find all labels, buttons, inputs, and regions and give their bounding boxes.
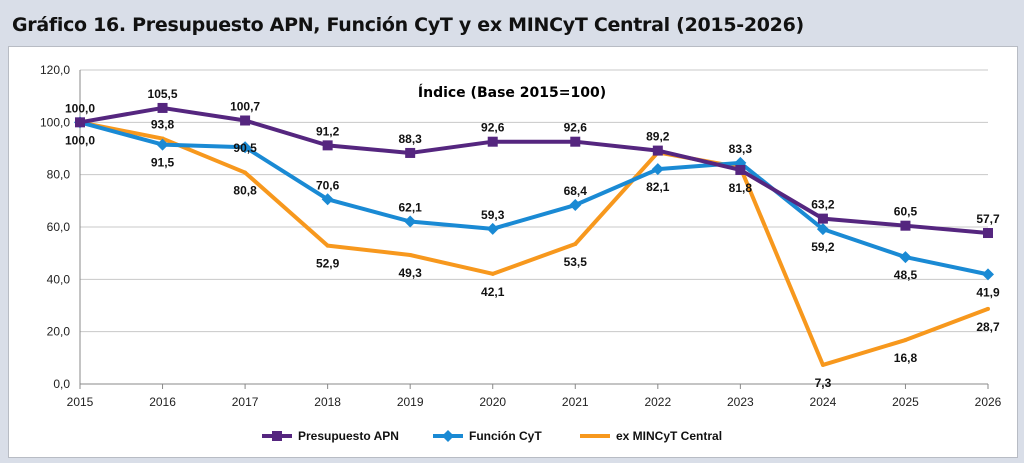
data-label: 59,2 [811,240,835,254]
data-point [490,271,495,276]
data-label: 93,8 [151,118,175,132]
chart-container [8,46,1018,458]
y-tick-label: 100,0 [40,115,70,129]
data-label: 80,8 [233,184,257,198]
data-point [900,220,911,231]
data-point [573,242,578,247]
data-point [983,228,993,239]
data-label: 60,5 [894,205,918,219]
x-tick-label: 2019 [397,395,424,409]
chart-subtitle: Índice (Base 2015=100) [418,84,606,101]
data-label: 100,7 [230,100,260,114]
data-point [986,306,990,311]
series-line-2 [79,120,989,367]
data-label: 88,3 [399,132,423,146]
x-tick-label: 2016 [149,395,176,409]
x-tick-label: 2017 [232,395,259,409]
data-label: 53,5 [564,255,588,269]
legend-marker [272,431,282,441]
data-point [157,102,168,113]
data-point [321,193,334,206]
data-point [486,222,499,235]
data-point [982,268,994,281]
data-point [817,213,828,224]
legend-label: ex MINCyT Central [616,429,722,443]
y-tick-label: 80,0 [47,168,71,182]
x-tick-label: 2023 [727,395,754,409]
data-point [903,338,908,343]
data-point [899,251,912,264]
data-point [404,215,417,228]
y-tick-label: 0,0 [53,377,70,391]
data-point [156,138,169,151]
data-label: 83,3 [729,142,753,156]
data-label: 52,9 [316,257,340,271]
data-point [816,223,829,236]
data-label: 68,4 [564,184,588,198]
data-point [735,164,746,175]
y-tick-label: 60,0 [47,220,71,234]
x-tick-label: 2025 [892,395,919,409]
x-tick-label: 2026 [975,395,1002,409]
x-tick-label: 2024 [810,395,837,409]
y-tick-label: 40,0 [47,272,71,286]
x-tick-label: 2015 [67,395,94,409]
data-label: 100,0 [65,101,95,115]
data-label: 49,3 [399,266,423,280]
data-point [570,136,581,147]
data-label: 90,5 [233,141,257,155]
data-label: 92,6 [564,121,588,135]
data-point [240,115,251,126]
data-point [243,170,248,175]
legend-marker [442,430,454,442]
data-label: 42,1 [481,285,505,299]
data-point [239,141,252,154]
y-tick-label: 20,0 [47,325,71,339]
data-point [651,163,664,176]
legend-label: Presupuesto APN [298,429,399,443]
legend-label: Función CyT [469,429,542,443]
data-label: 57,7 [976,212,1000,226]
data-label: 89,2 [646,130,670,144]
data-label: 62,1 [399,201,423,215]
data-label: 91,2 [316,124,340,138]
data-point [325,243,330,248]
data-label: 70,6 [316,178,340,192]
data-point [820,362,825,367]
x-tick-label: 2022 [644,395,671,409]
data-point [408,252,413,257]
series-line-1 [79,120,989,277]
data-label: 7,3 [815,376,832,390]
data-label: 59,3 [481,208,505,222]
data-point [75,117,85,128]
data-label: 16,8 [894,351,918,365]
data-label: 63,2 [811,198,835,212]
data-label: 105,5 [148,87,178,101]
data-point [405,147,416,158]
data-label: 82,1 [646,180,670,194]
series-line-0 [79,105,989,236]
data-label: 92,6 [481,121,505,135]
chart-title: Gráfico 16. Presupuesto APN, Función CyT… [12,14,804,36]
x-tick-label: 2020 [479,395,506,409]
data-point [160,136,165,141]
data-label: 100,0 [65,133,95,147]
y-tick-label: 120,0 [40,63,70,77]
x-tick-label: 2018 [314,395,341,409]
data-label: 41,9 [976,285,1000,299]
data-label: 81,8 [729,181,753,195]
data-label: 48,5 [894,268,918,282]
data-point [569,199,582,212]
data-point [487,136,498,147]
data-point [322,140,333,151]
data-point [652,145,663,156]
data-label: 91,5 [151,156,175,170]
data-label: 28,7 [976,320,1000,334]
x-tick-label: 2021 [562,395,589,409]
